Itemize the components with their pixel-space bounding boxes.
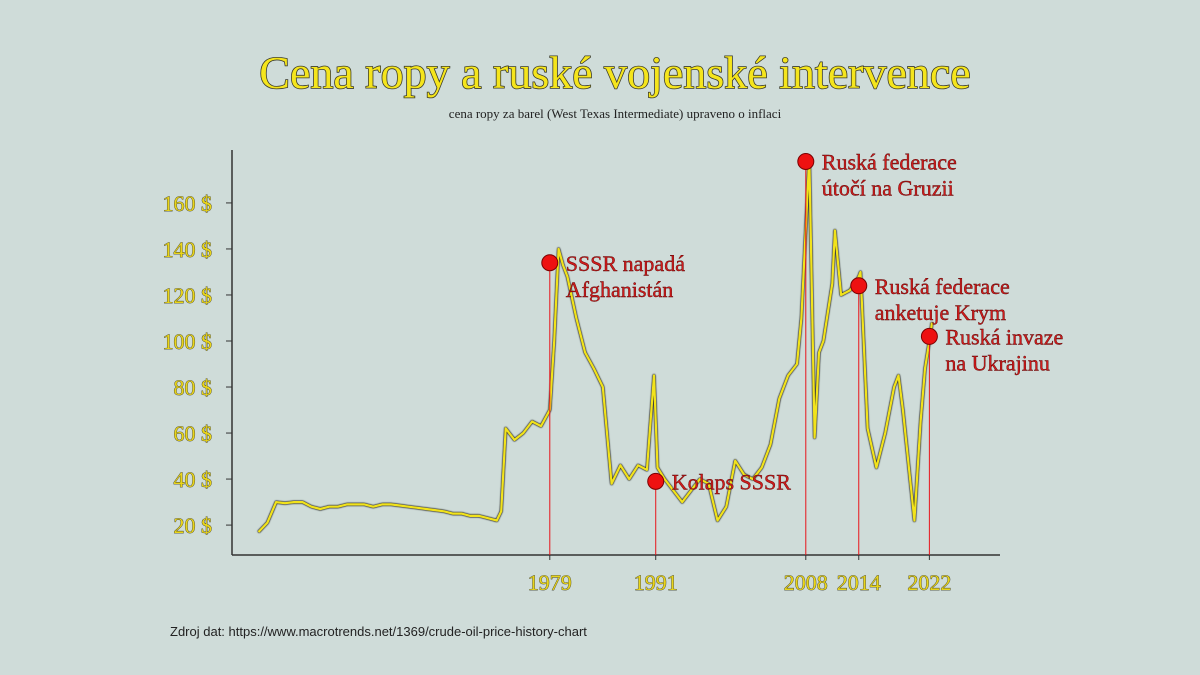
event-label: na Ukrajinu [945,350,1049,375]
event-label: Ruská federace [822,150,957,175]
x-tick-label: 1979 [528,570,572,595]
event-label: SSSR napadá [566,251,685,276]
y-tick-label: 40 $ [174,467,213,492]
chart-title: Cena ropy a ruské vojenské intervence [259,47,970,98]
event-dot [541,254,559,272]
price-line [257,155,934,533]
event-label: útočí na Gruzii [822,176,954,201]
event-label: anketuje Krym [875,300,1006,325]
event-dot [850,277,868,295]
event-label: Kolaps SSSR [672,469,792,494]
event-dot [647,472,665,490]
source: Zdroj dat: https://www.macrotrends.net/1… [170,624,587,639]
event-dot [797,153,815,171]
event-label: Afghanistán [566,277,674,302]
y-tick-label: 60 $ [174,421,213,446]
x-tick-label: 2014 [837,570,881,595]
x-tick-label: 2022 [907,570,951,595]
event-label: Ruská invaze [945,324,1063,349]
event-dot [920,327,938,345]
y-tick-label: 80 $ [174,375,213,400]
x-tick-label: 2008 [784,570,828,595]
y-tick-label: 120 $ [163,283,213,308]
event-label: Ruská federace [875,274,1010,299]
y-tick-label: 140 $ [163,237,213,262]
y-tick-label: 160 $ [163,191,213,216]
chart-subtitle: cena ropy za barel (West Texas Intermedi… [449,106,782,121]
y-tick-label: 20 $ [174,513,213,538]
y-tick-label: 100 $ [163,329,213,354]
x-tick-label: 1991 [634,570,678,595]
